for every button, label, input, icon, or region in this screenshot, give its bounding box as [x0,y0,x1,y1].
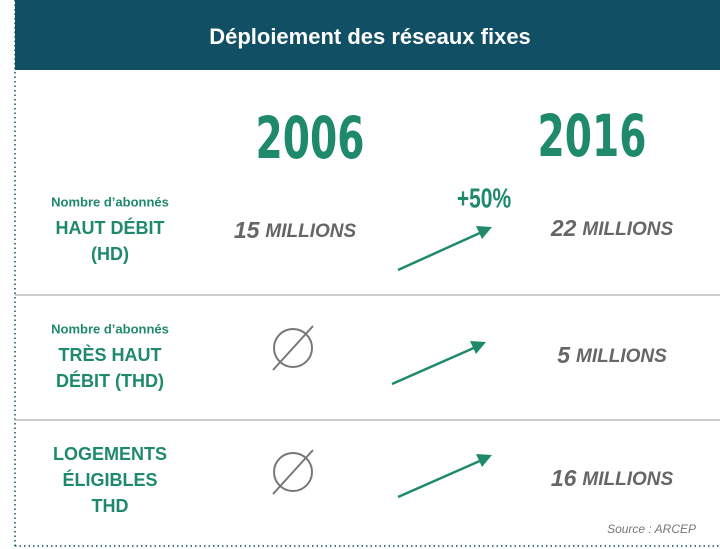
value-unit: MILLIONS [576,346,667,367]
value: 22 MILLIONS [550,215,674,241]
row-label: HAUT DÉBIT [56,217,165,238]
value-unit: MILLIONS [265,221,356,242]
year: 2006 [256,105,365,173]
year: 2016 [538,103,647,171]
value-number: 16 [551,465,577,491]
value-number: 5 [557,342,571,368]
empty-set-slash [272,449,314,495]
arrows [391,226,492,499]
row-label: (HD) [91,244,129,264]
value: 5 MILLIONS [557,342,667,368]
arrowhead [470,341,486,354]
row-sublabel: Nombre d’abonnés [51,194,169,209]
arrowhead [476,226,492,239]
row-label: DÉBIT (THD) [56,370,164,391]
value-number: 22 [550,215,577,241]
row-label: TRÈS HAUT [59,344,162,365]
title: Déploiement des réseaux fixes [209,24,531,49]
empty-set [273,452,313,492]
arrow [391,345,477,386]
arrow [397,458,483,499]
row-label: LOGEMENTS [53,444,167,464]
arrowhead [476,454,492,467]
arrow [397,230,483,272]
source: Source : ARCEP [607,522,696,536]
value: 15 MILLIONS [234,217,357,243]
value-unit: MILLIONS [582,219,673,240]
empty-set [273,328,313,368]
value: 16 MILLIONS [551,465,674,491]
value-unit: MILLIONS [582,469,673,490]
row-label: THD [92,496,129,516]
growth: +50% [457,184,511,215]
row-sublabel: Nombre d’abonnés [51,321,169,336]
value-number: 15 [234,217,261,243]
empty-set-icons [272,325,314,495]
empty-set-slash [272,325,314,371]
row-label: ÉLIGIBLES [62,469,157,490]
header-band [15,0,720,70]
